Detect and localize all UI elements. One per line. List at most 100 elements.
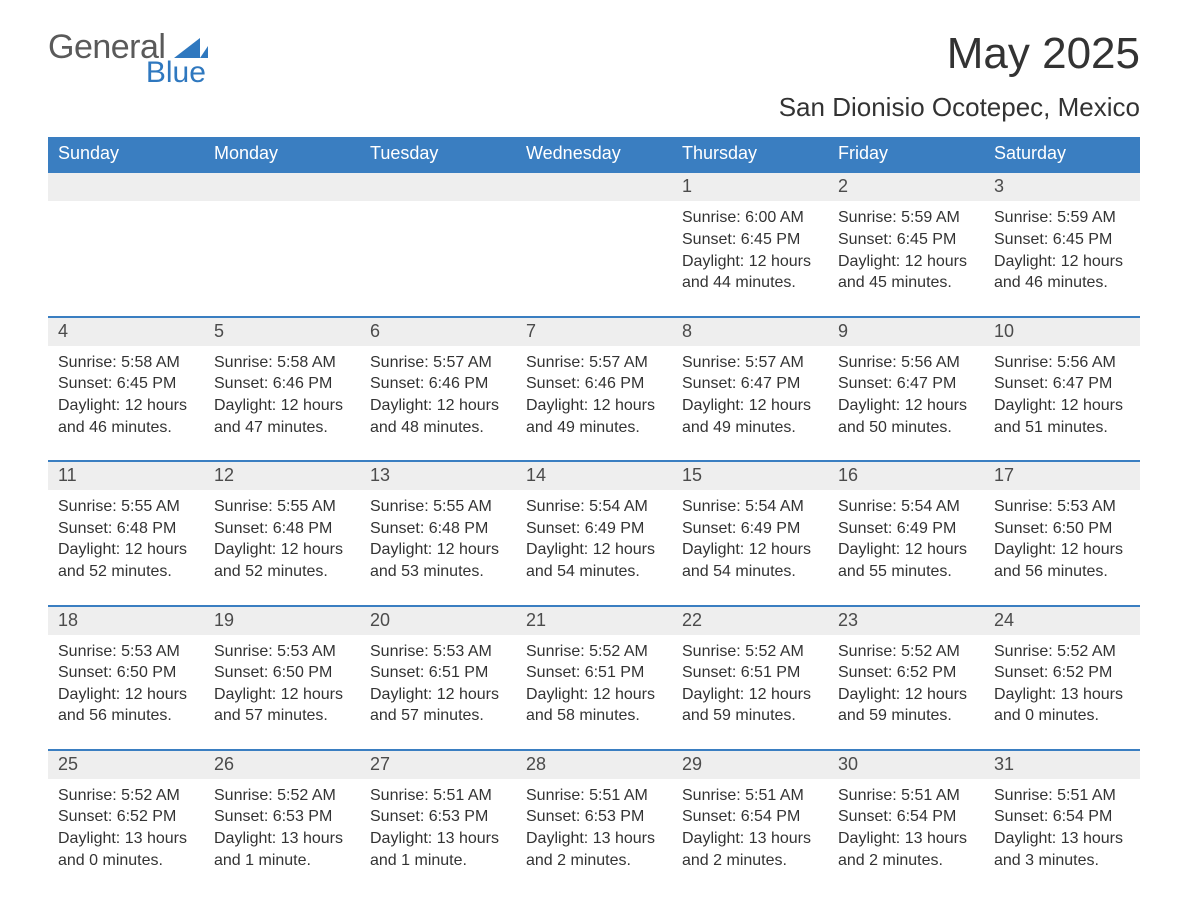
weekday-header: Monday (204, 137, 360, 171)
dl1-text: Daylight: 12 hours (682, 395, 818, 417)
sunrise-text: Sunrise: 5:53 AM (370, 641, 506, 663)
day-number: 17 (984, 462, 1140, 490)
weekday-header: Wednesday (516, 137, 672, 171)
day-cell: Sunrise: 5:51 AMSunset: 6:54 PMDaylight:… (984, 779, 1140, 879)
weekday-header: Tuesday (360, 137, 516, 171)
dl2-text: and 47 minutes. (214, 417, 350, 439)
sunset-text: Sunset: 6:54 PM (682, 806, 818, 828)
day-number: 21 (516, 607, 672, 635)
sunset-text: Sunset: 6:52 PM (58, 806, 194, 828)
day-cell: Sunrise: 5:56 AMSunset: 6:47 PMDaylight:… (828, 346, 984, 446)
dl2-text: and 0 minutes. (994, 705, 1130, 727)
dl2-text: and 53 minutes. (370, 561, 506, 583)
sunset-text: Sunset: 6:51 PM (682, 662, 818, 684)
day-cell: Sunrise: 5:52 AMSunset: 6:52 PMDaylight:… (984, 635, 1140, 735)
dl2-text: and 59 minutes. (682, 705, 818, 727)
day-cell (48, 201, 204, 301)
dl1-text: Daylight: 12 hours (58, 684, 194, 706)
day-cell: Sunrise: 5:59 AMSunset: 6:45 PMDaylight:… (828, 201, 984, 301)
sunset-text: Sunset: 6:54 PM (838, 806, 974, 828)
day-number: 8 (672, 318, 828, 346)
sunset-text: Sunset: 6:53 PM (214, 806, 350, 828)
sunset-text: Sunset: 6:53 PM (370, 806, 506, 828)
day-cell: Sunrise: 5:54 AMSunset: 6:49 PMDaylight:… (672, 490, 828, 590)
brand-logo: General Blue (48, 30, 208, 88)
sunrise-text: Sunrise: 5:53 AM (58, 641, 194, 663)
day-number: 4 (48, 318, 204, 346)
dl1-text: Daylight: 12 hours (370, 539, 506, 561)
dl1-text: Daylight: 13 hours (994, 828, 1130, 850)
sunrise-text: Sunrise: 5:52 AM (994, 641, 1130, 663)
dl2-text: and 54 minutes. (682, 561, 818, 583)
sunrise-text: Sunrise: 5:52 AM (682, 641, 818, 663)
dl1-text: Daylight: 12 hours (682, 539, 818, 561)
dl2-text: and 49 minutes. (682, 417, 818, 439)
dl2-text: and 56 minutes. (994, 561, 1130, 583)
sunset-text: Sunset: 6:47 PM (838, 373, 974, 395)
sunset-text: Sunset: 6:52 PM (994, 662, 1130, 684)
sunrise-text: Sunrise: 5:55 AM (58, 496, 194, 518)
dl2-text: and 57 minutes. (370, 705, 506, 727)
day-number: 11 (48, 462, 204, 490)
dl1-text: Daylight: 12 hours (526, 684, 662, 706)
day-cell: Sunrise: 5:54 AMSunset: 6:49 PMDaylight:… (828, 490, 984, 590)
sunset-text: Sunset: 6:46 PM (370, 373, 506, 395)
weekday-header: Sunday (48, 137, 204, 171)
dl1-text: Daylight: 12 hours (370, 684, 506, 706)
sunrise-text: Sunrise: 5:58 AM (58, 352, 194, 374)
sunrise-text: Sunrise: 5:53 AM (994, 496, 1130, 518)
sunrise-text: Sunrise: 5:51 AM (994, 785, 1130, 807)
sunset-text: Sunset: 6:49 PM (526, 518, 662, 540)
dl1-text: Daylight: 12 hours (214, 395, 350, 417)
sunrise-text: Sunrise: 5:55 AM (214, 496, 350, 518)
day-number (48, 173, 204, 201)
sunset-text: Sunset: 6:45 PM (682, 229, 818, 251)
dl2-text: and 54 minutes. (526, 561, 662, 583)
sunrise-text: Sunrise: 5:57 AM (682, 352, 818, 374)
dl2-text: and 1 minute. (214, 850, 350, 872)
day-cell: Sunrise: 5:53 AMSunset: 6:50 PMDaylight:… (984, 490, 1140, 590)
dl1-text: Daylight: 12 hours (838, 251, 974, 273)
sunrise-text: Sunrise: 5:52 AM (58, 785, 194, 807)
dl2-text: and 57 minutes. (214, 705, 350, 727)
day-number-row: 123 (48, 173, 1140, 201)
sunset-text: Sunset: 6:47 PM (682, 373, 818, 395)
sunset-text: Sunset: 6:46 PM (214, 373, 350, 395)
dl1-text: Daylight: 12 hours (838, 684, 974, 706)
day-cell (360, 201, 516, 301)
day-cell (516, 201, 672, 301)
dl1-text: Daylight: 12 hours (526, 539, 662, 561)
day-number: 2 (828, 173, 984, 201)
day-cell: Sunrise: 5:58 AMSunset: 6:45 PMDaylight:… (48, 346, 204, 446)
sunset-text: Sunset: 6:50 PM (994, 518, 1130, 540)
day-number: 31 (984, 751, 1140, 779)
week-row: 123Sunrise: 6:00 AMSunset: 6:45 PMDaylig… (48, 171, 1140, 301)
day-number: 15 (672, 462, 828, 490)
dl2-text: and 59 minutes. (838, 705, 974, 727)
sunset-text: Sunset: 6:48 PM (214, 518, 350, 540)
dl1-text: Daylight: 13 hours (994, 684, 1130, 706)
day-number: 23 (828, 607, 984, 635)
day-number-row: 45678910 (48, 318, 1140, 346)
dl2-text: and 1 minute. (370, 850, 506, 872)
calendar-page: General Blue May 2025 San Dionisio Ocote… (0, 0, 1188, 918)
sunrise-text: Sunrise: 5:56 AM (994, 352, 1130, 374)
sunset-text: Sunset: 6:45 PM (58, 373, 194, 395)
day-number: 25 (48, 751, 204, 779)
day-cell: Sunrise: 5:55 AMSunset: 6:48 PMDaylight:… (204, 490, 360, 590)
day-number-row: 18192021222324 (48, 607, 1140, 635)
sunrise-text: Sunrise: 5:54 AM (682, 496, 818, 518)
day-number: 9 (828, 318, 984, 346)
sunset-text: Sunset: 6:53 PM (526, 806, 662, 828)
day-cell: Sunrise: 5:58 AMSunset: 6:46 PMDaylight:… (204, 346, 360, 446)
dl2-text: and 51 minutes. (994, 417, 1130, 439)
day-cell: Sunrise: 5:52 AMSunset: 6:51 PMDaylight:… (672, 635, 828, 735)
day-cell: Sunrise: 5:54 AMSunset: 6:49 PMDaylight:… (516, 490, 672, 590)
dl2-text: and 46 minutes. (994, 272, 1130, 294)
sunrise-text: Sunrise: 5:56 AM (838, 352, 974, 374)
day-cell: Sunrise: 5:53 AMSunset: 6:51 PMDaylight:… (360, 635, 516, 735)
dl1-text: Daylight: 13 hours (526, 828, 662, 850)
dl2-text: and 2 minutes. (838, 850, 974, 872)
dl1-text: Daylight: 12 hours (214, 684, 350, 706)
day-cell: Sunrise: 5:57 AMSunset: 6:47 PMDaylight:… (672, 346, 828, 446)
